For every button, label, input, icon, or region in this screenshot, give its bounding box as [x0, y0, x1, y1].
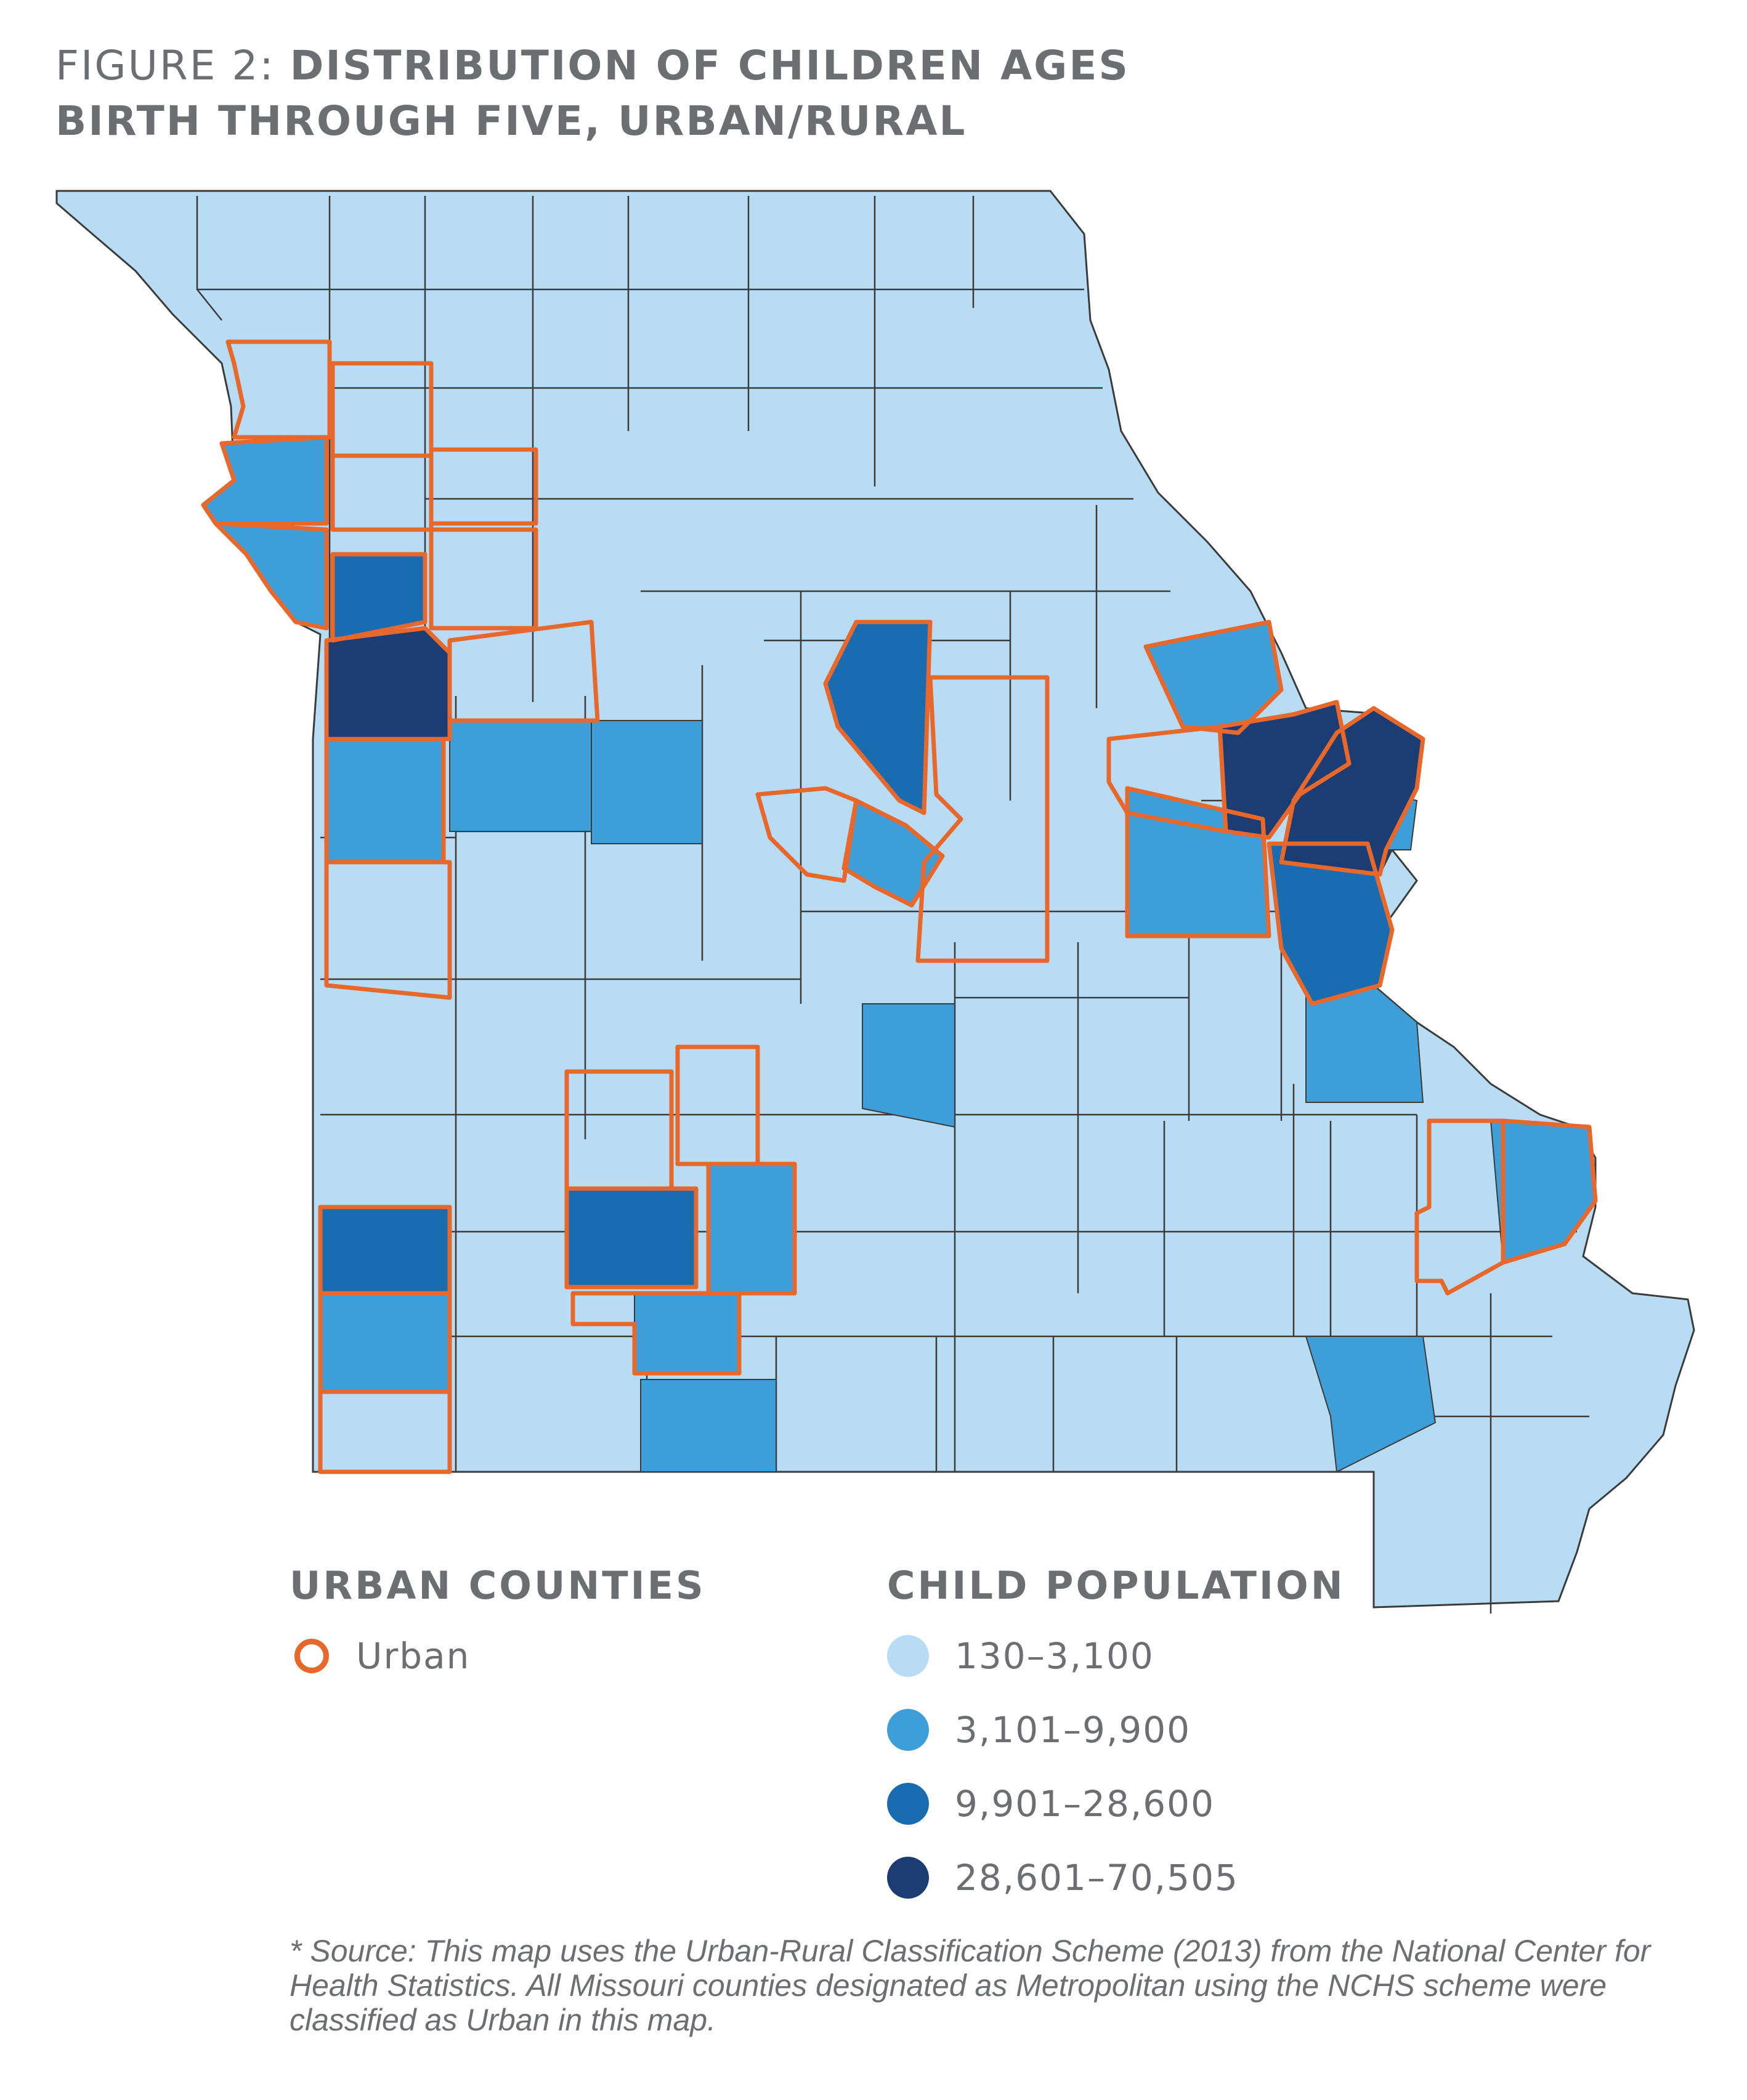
class-3-label: 9,901–28,600	[955, 1783, 1215, 1825]
population-class-2: 3,101–9,900	[887, 1709, 1191, 1751]
urban-outlines	[201, 339, 1598, 1474]
population-class-1: 130–3,100	[887, 1635, 1154, 1677]
class-2-counties	[202, 436, 1597, 1473]
source-note-text: Source: This map uses the Urban-Rural Cl…	[290, 1934, 1651, 2037]
figure-title: FIGURE 2: DISTRIBUTION OF CHILDREN AGES …	[55, 38, 1595, 149]
class-1-label: 130–3,100	[955, 1635, 1154, 1677]
figure-number: FIGURE 2:	[55, 42, 275, 89]
urban-legend-item: Urban	[294, 1635, 470, 1677]
class-2-label: 3,101–9,900	[955, 1709, 1191, 1751]
title-line-2: BIRTH THROUGH FIVE, URBAN/RURAL	[55, 97, 967, 145]
class-4-swatch	[887, 1857, 929, 1899]
class-3-counties	[320, 554, 1393, 1294]
population-legend-heading: CHILD POPULATION	[887, 1563, 1345, 1608]
county-borders	[196, 196, 1589, 1613]
urban-outline-swatch	[294, 1639, 329, 1673]
source-note-star: *	[290, 1934, 302, 1968]
population-class-3: 9,901–28,600	[887, 1783, 1215, 1825]
class-1-swatch	[887, 1635, 929, 1677]
urban-legend-heading: URBAN COUNTIES	[290, 1563, 706, 1608]
title-line-1: DISTRIBUTION OF CHILDREN AGES	[290, 42, 1130, 89]
class-3-swatch	[887, 1783, 929, 1825]
class-4-label: 28,601–70,505	[955, 1857, 1239, 1899]
class-2-swatch	[887, 1709, 929, 1751]
population-class-4: 28,601–70,505	[887, 1857, 1239, 1899]
missouri-county-map	[55, 190, 1695, 1613]
urban-legend-label: Urban	[356, 1635, 471, 1677]
source-note: * Source: This map uses the Urban-Rural …	[290, 1934, 1676, 2037]
